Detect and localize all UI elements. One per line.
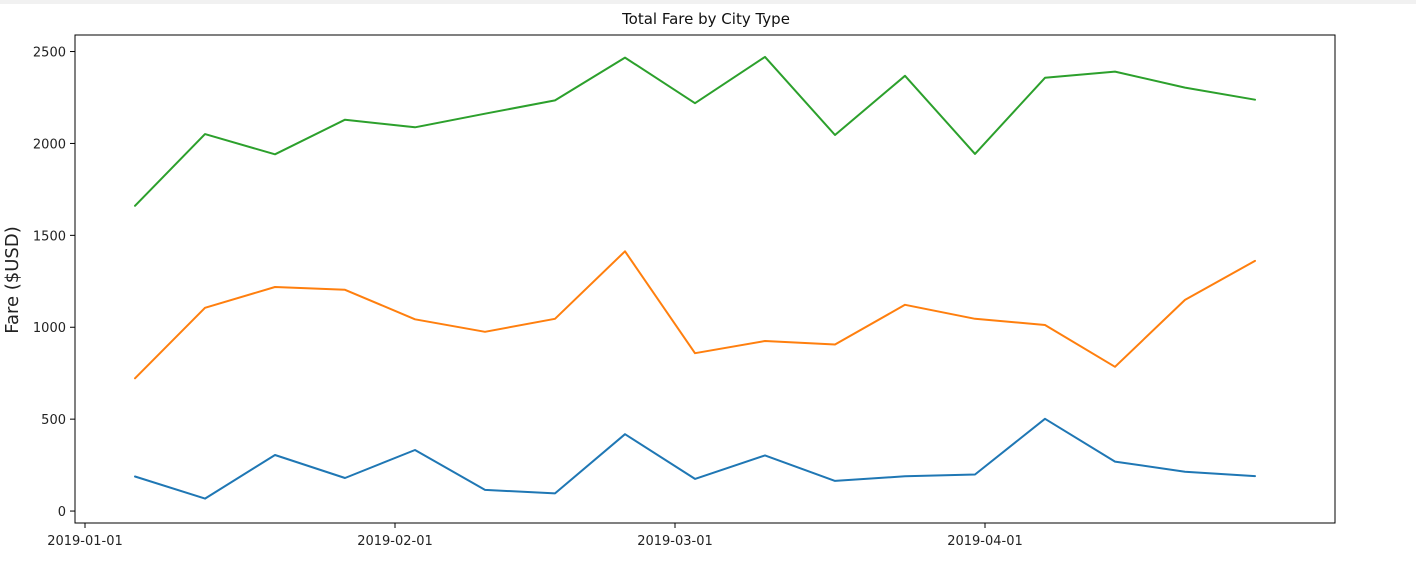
- notebook-output-top-border: [0, 0, 1416, 4]
- y-tick-label: 500: [41, 413, 66, 428]
- x-tick-label: 2019-04-01: [947, 534, 1023, 549]
- y-axis-label: Fare ($USD): [2, 226, 23, 334]
- y-tick-label: 1500: [33, 229, 66, 244]
- y-tick-label: 0: [58, 505, 66, 520]
- x-tick-label: 2019-01-01: [47, 534, 123, 549]
- x-tick-label: 2019-02-01: [357, 534, 433, 549]
- axis-layer: 0 500 1000 1500 2000 2500 2019-01-01 2019-02-01…: [33, 46, 1023, 549]
- plot-frame: [74, 34, 1336, 524]
- series-line-2: [134, 250, 1256, 380]
- y-tick-label: 2500: [33, 46, 66, 61]
- series-line-1: [134, 417, 1256, 500]
- chart-title: Total Fare by City Type: [621, 10, 790, 28]
- x-tick-label: 2019-03-01: [637, 534, 713, 549]
- y-tick-label: 1000: [33, 321, 66, 336]
- series-line-3: [134, 55, 1256, 207]
- series-layer: [134, 55, 1256, 500]
- y-tick-label: 2000: [33, 137, 66, 152]
